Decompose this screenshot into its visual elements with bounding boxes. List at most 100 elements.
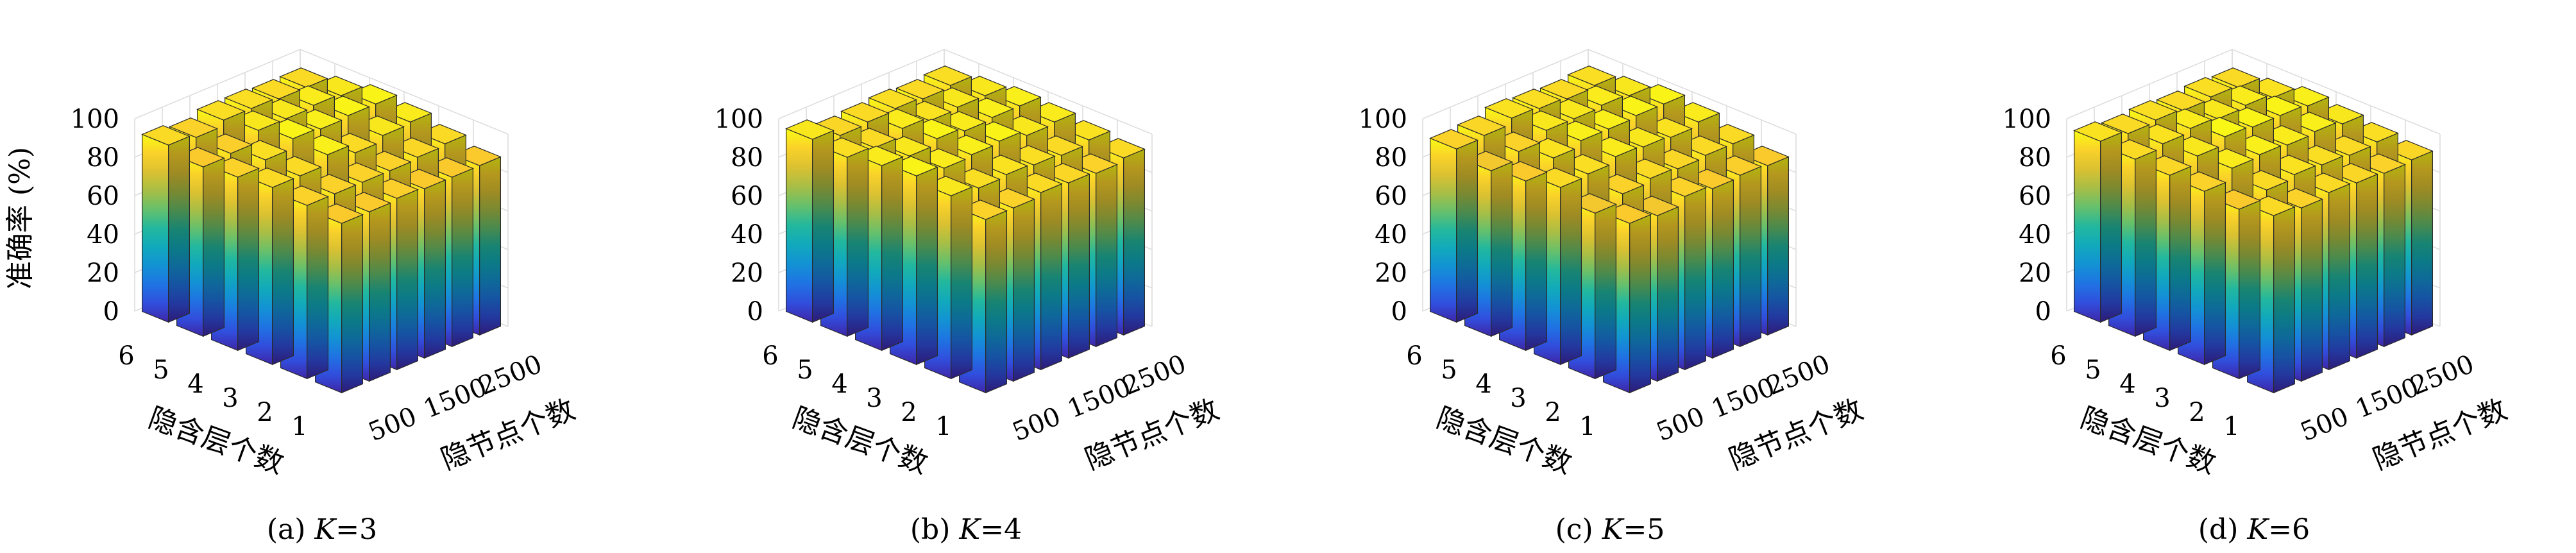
y-tick-label: 500: [1008, 402, 1065, 447]
bar-side-face: [424, 179, 446, 359]
bar-side-face: [307, 196, 328, 380]
z-tick-label: 60: [2019, 182, 2051, 211]
x-tick-label: 6: [1406, 341, 1422, 371]
z-tick-label: 20: [731, 259, 763, 288]
z-tick-labels: 0 20 40 60 80 100: [715, 105, 763, 327]
bar-side-face: [881, 156, 903, 352]
z-tick-label: 80: [87, 143, 119, 173]
x-tick-label: 1: [935, 412, 951, 441]
z-tick-label: 100: [2003, 105, 2051, 134]
bar-side-face: [2301, 198, 2323, 382]
bar-side-face: [2135, 149, 2157, 337]
z-tick-label: 0: [103, 297, 119, 327]
bar-side-face: [341, 214, 364, 394]
bar-side-face: [1040, 183, 1063, 371]
chart-panel: 0 20 40 60 80 100 6 5 4 3 2 1 500 1500 2500 隐含层个数 隐节点个数(…: [1932, 0, 2576, 553]
bar-front-face: [2074, 130, 2101, 323]
y-tick-label: 500: [1652, 402, 1709, 447]
bar-side-face: [951, 186, 972, 380]
z-tick-labels: 0 20 40 60 80 100: [1359, 105, 1407, 327]
bar-top-face: [923, 65, 972, 86]
caption-variable: K: [1602, 513, 1623, 546]
x-tick-label: 6: [118, 341, 134, 371]
bar-front-face: [1430, 137, 1457, 323]
bar: [141, 125, 191, 323]
bar-side-face: [168, 135, 190, 323]
z-tick-label: 0: [1391, 297, 1407, 327]
bars: [141, 67, 502, 394]
bar-side-face: [2411, 150, 2434, 336]
bar-side-face: [2384, 164, 2406, 348]
z-tick-label: 100: [71, 105, 119, 134]
z-tick-label: 60: [1375, 182, 1407, 211]
bar-side-face: [916, 166, 938, 366]
bar-top-face: [141, 125, 191, 146]
bar-side-face: [2239, 200, 2260, 380]
bar-side-face: [1560, 178, 1582, 366]
x-tick-label: 5: [2085, 355, 2101, 385]
caption-prefix: (d): [2198, 513, 2248, 546]
bar-top-face: [2183, 77, 2233, 98]
z-tick-labels: 0 20 40 60 80 100: [2003, 105, 2051, 327]
subfigure-caption: (c) K=5: [1288, 513, 1932, 546]
bar-top-face: [2156, 90, 2205, 111]
bars: [1429, 65, 1790, 394]
bar-front-face: [142, 133, 169, 323]
z-tick-label: 80: [1375, 143, 1407, 173]
bar-side-face: [1491, 161, 1513, 337]
chart-panel: 0 20 40 60 80 100 6 5 4 3 2 1 500 1500 2500 隐含层个数 隐节点个数(…: [1288, 0, 1932, 553]
bar-side-face: [2328, 183, 2351, 371]
value-axis-title: 准确率 (%): [4, 147, 37, 289]
z-tick-label: 100: [1359, 105, 1407, 134]
bar: [785, 119, 835, 323]
y-tick-label: 500: [364, 402, 421, 447]
z-tick-label: 60: [87, 182, 119, 211]
bar-side-face: [1712, 179, 1734, 359]
bar-side-face: [2356, 173, 2378, 359]
z-tick-label: 20: [1375, 259, 1407, 288]
x-tick-label: 2: [2189, 398, 2205, 427]
y-tick-label: 2500: [475, 349, 547, 401]
subfigure-caption: (d) K=6: [1932, 513, 2576, 546]
caption-suffix: =5: [1623, 513, 1665, 546]
y-tick-label: 2500: [2407, 349, 2479, 401]
z-tick-label: 20: [2019, 259, 2051, 288]
bar-top-face: [169, 117, 218, 138]
bar-side-face: [479, 156, 502, 336]
caption-prefix: (b): [910, 513, 960, 546]
bar-top-face: [1539, 79, 1589, 99]
x-tick-label: 3: [866, 384, 882, 413]
caption-variable: K: [314, 513, 336, 546]
z-tick-label: 80: [2019, 143, 2051, 173]
bar-top-face: [224, 89, 273, 109]
z-tick-label: 40: [87, 220, 119, 250]
bar-top-face: [1484, 98, 1534, 119]
z-tick-label: 40: [731, 220, 763, 250]
bar-top-face: [1567, 65, 1616, 86]
chart-panel: 0 20 40 60 80 100 6 5 4 3 2 1 500 1500 2500 隐含层个数 隐节点个数(…: [644, 0, 1288, 553]
chart-panel: 0 20 40 60 80 100 6 5 4 3 2 1 500 1500 2500 隐含层个数 隐节点个数准…: [0, 0, 644, 553]
bar-side-face: [1629, 214, 1652, 394]
bar-side-face: [2273, 206, 2296, 394]
caption-prefix: (a): [266, 513, 315, 546]
x-tick-label: 1: [291, 412, 307, 441]
bar-top-face: [1457, 115, 1506, 136]
bar-top-face: [785, 119, 835, 140]
caption-suffix: =4: [980, 513, 1022, 546]
bar-side-face: [1740, 166, 1762, 348]
bar-top-face: [840, 102, 890, 123]
bar-top-face: [2128, 100, 2178, 121]
x-tick-label: 4: [831, 370, 847, 399]
bar-top-face: [196, 100, 246, 121]
bar-side-face: [1068, 173, 1090, 359]
bar: [2073, 121, 2123, 323]
bar-side-face: [1096, 164, 1118, 348]
bar-top-face: [2073, 121, 2123, 142]
y-tick-label: 2500: [1119, 349, 1191, 401]
bar-top-face: [895, 79, 945, 99]
z-tick-labels: 0 20 40 60 80 100: [71, 105, 119, 327]
